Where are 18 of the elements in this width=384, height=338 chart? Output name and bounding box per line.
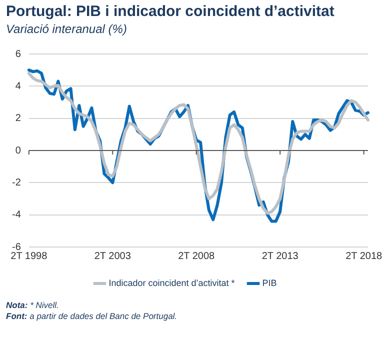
x-tick-label: 2T 1998: [10, 250, 48, 262]
legend-label: PIB: [262, 278, 277, 288]
x-tick-label: 2T 2018: [346, 250, 383, 262]
text: Nota: * Nivell.: [6, 300, 60, 311]
y-tick-label: -2: [12, 177, 22, 188]
x-tick-label: 2T 2013: [262, 250, 299, 262]
chart-subtitle: Variació interanual (%): [6, 22, 127, 36]
x-tick-label: 2T 2008: [178, 250, 216, 262]
y-tick-label: 0: [15, 145, 22, 156]
chart-title: Portugal: PIB i indicador coincident d’activitat: [6, 3, 334, 20]
x-tick-label: 2T 2003: [94, 250, 132, 262]
y-tick-label: 6: [15, 48, 22, 60]
y-tick-label: 2: [15, 113, 22, 124]
y-tick-label: -4: [12, 210, 22, 221]
y-tick-label: -6: [12, 242, 22, 253]
legend-label: Indicador coincident d’activitat *: [108, 278, 236, 288]
text: Font: a partir de dades del Banc de Portugal.: [6, 311, 178, 322]
y-tick-label: 4: [15, 80, 22, 92]
